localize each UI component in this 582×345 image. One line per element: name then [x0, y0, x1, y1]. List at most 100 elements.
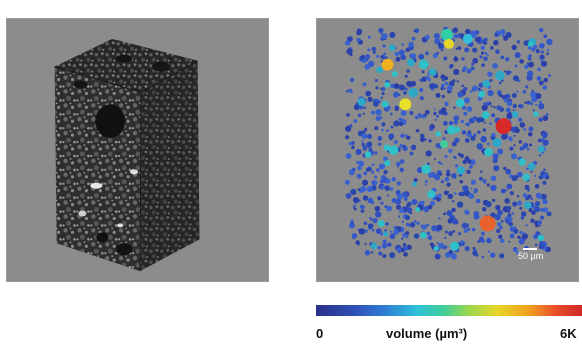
pore-small: [534, 201, 541, 207]
pore-small: [389, 252, 396, 259]
pore-small: [424, 208, 429, 213]
pore-small: [358, 104, 364, 110]
pore-small: [483, 56, 488, 61]
pore-small: [530, 170, 533, 173]
pore-small: [431, 125, 435, 128]
pore-small: [542, 115, 549, 122]
pore-small: [535, 48, 540, 54]
pore-small: [422, 200, 425, 203]
pore-small: [462, 159, 467, 165]
pore-small: [538, 175, 544, 180]
pore-small: [382, 254, 387, 259]
pore-small: [426, 223, 430, 227]
pore-small: [436, 229, 440, 233]
pore-small: [401, 220, 405, 224]
pore-small: [492, 153, 499, 160]
pore-small: [469, 165, 473, 169]
pore-small: [451, 141, 457, 147]
pore-small: [531, 47, 536, 52]
pore-small: [480, 45, 485, 51]
tomography-volume-panel: [6, 18, 269, 282]
pore-small: [505, 70, 511, 76]
pore-large: [444, 38, 454, 49]
pore-small: [350, 219, 354, 224]
pore-small: [353, 119, 358, 123]
pore-small: [497, 148, 504, 155]
pore-small: [406, 205, 409, 208]
pore-small: [443, 56, 448, 61]
pore-small: [397, 215, 401, 218]
pore-small: [540, 208, 544, 212]
pore-small: [404, 74, 408, 78]
pore-small: [465, 28, 471, 35]
pore-medium: [420, 231, 427, 239]
pore-small: [413, 220, 417, 223]
pore-small: [344, 40, 350, 46]
pore-small: [444, 101, 449, 107]
pore-small: [524, 184, 530, 190]
pore-small: [371, 46, 377, 52]
pore-small: [465, 123, 468, 126]
pore-small: [458, 192, 463, 196]
pore-small: [460, 153, 464, 158]
pore-small: [406, 244, 412, 250]
pore-small: [500, 219, 504, 223]
pore-small: [383, 52, 387, 56]
pore-small: [364, 229, 368, 233]
pore-small: [440, 49, 444, 52]
pore-small: [491, 198, 496, 203]
pore-small: [381, 91, 385, 96]
pore-medium: [446, 125, 457, 135]
pore-small: [537, 67, 541, 72]
pore-small: [360, 209, 365, 213]
pore-small: [470, 135, 476, 141]
volume-colorbar: [316, 305, 582, 316]
pore-medium: [388, 145, 399, 155]
pore-small: [470, 187, 473, 190]
pore-small: [413, 233, 420, 239]
pore-small: [406, 135, 411, 140]
pore-small: [540, 193, 547, 200]
pore-small: [523, 128, 526, 131]
pore-small: [516, 251, 520, 255]
pore-small: [525, 85, 529, 89]
pore-small: [409, 110, 414, 115]
pore-small: [535, 93, 542, 99]
pore-small: [444, 230, 448, 234]
pore-small: [466, 169, 471, 175]
pore-small: [433, 32, 440, 40]
pore-small: [516, 90, 519, 93]
pore-small: [508, 240, 511, 243]
pore-small: [519, 59, 524, 64]
pore-small: [497, 209, 503, 216]
pore-small: [479, 55, 483, 59]
pore-small: [493, 39, 499, 46]
pore-small: [443, 120, 448, 126]
pore-small: [427, 204, 433, 210]
pore-small: [357, 165, 362, 171]
pore-small: [498, 234, 503, 239]
pore-small: [499, 29, 506, 35]
pore-small: [509, 146, 514, 151]
pore-small: [345, 135, 350, 140]
pore-small: [393, 120, 400, 127]
pore-small: [534, 184, 540, 189]
pore-small: [361, 142, 365, 146]
pore-small: [453, 31, 456, 34]
pore-small: [531, 210, 536, 216]
pore-medium: [455, 98, 465, 108]
pore-small: [538, 241, 544, 246]
pore-small: [532, 109, 535, 112]
pore-small: [514, 52, 521, 59]
pore-small: [490, 175, 497, 182]
pore-small: [396, 161, 401, 167]
pore-small: [540, 60, 548, 67]
pore-small: [513, 144, 516, 147]
pore-small: [365, 90, 372, 97]
pore-small: [405, 215, 410, 221]
pore-small: [491, 113, 496, 118]
pore-medium: [415, 207, 421, 213]
pore-small: [436, 224, 443, 231]
pore-small: [453, 115, 460, 122]
pore-small: [374, 175, 378, 179]
